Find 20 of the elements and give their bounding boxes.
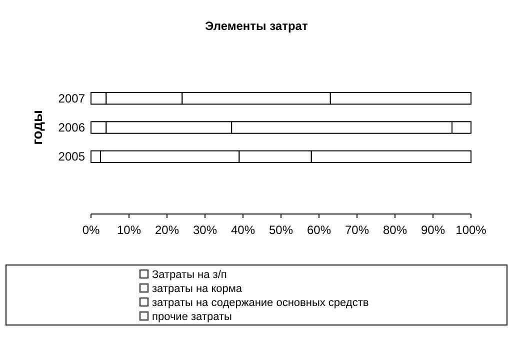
x-tick-label: 10% <box>116 223 142 237</box>
y-tick-label: 2005 <box>58 150 86 164</box>
legend-label: затраты на содержание основных средств <box>152 297 369 309</box>
x-tick-label: 80% <box>382 223 408 237</box>
x-tick-label: 90% <box>420 223 446 237</box>
x-tick-label: 50% <box>268 223 294 237</box>
x-tick-label: 0% <box>82 223 100 237</box>
legend-label: затраты на корма <box>152 283 243 295</box>
y-axis-title: годы <box>29 110 45 145</box>
legend-label: Затраты на з/п <box>152 269 227 281</box>
x-tick-label: 60% <box>306 223 332 237</box>
legend-label: прочие затраты <box>152 311 232 323</box>
y-tick-label: 2006 <box>58 120 86 134</box>
x-tick-label: 30% <box>192 223 218 237</box>
x-tick-label: 100% <box>456 223 487 237</box>
y-tick-label: 2007 <box>58 91 86 106</box>
chart-title: Элементы затрат <box>205 19 308 33</box>
x-tick-label: 40% <box>230 223 256 237</box>
x-tick-label: 70% <box>344 223 370 237</box>
x-tick-label: 20% <box>154 223 180 237</box>
